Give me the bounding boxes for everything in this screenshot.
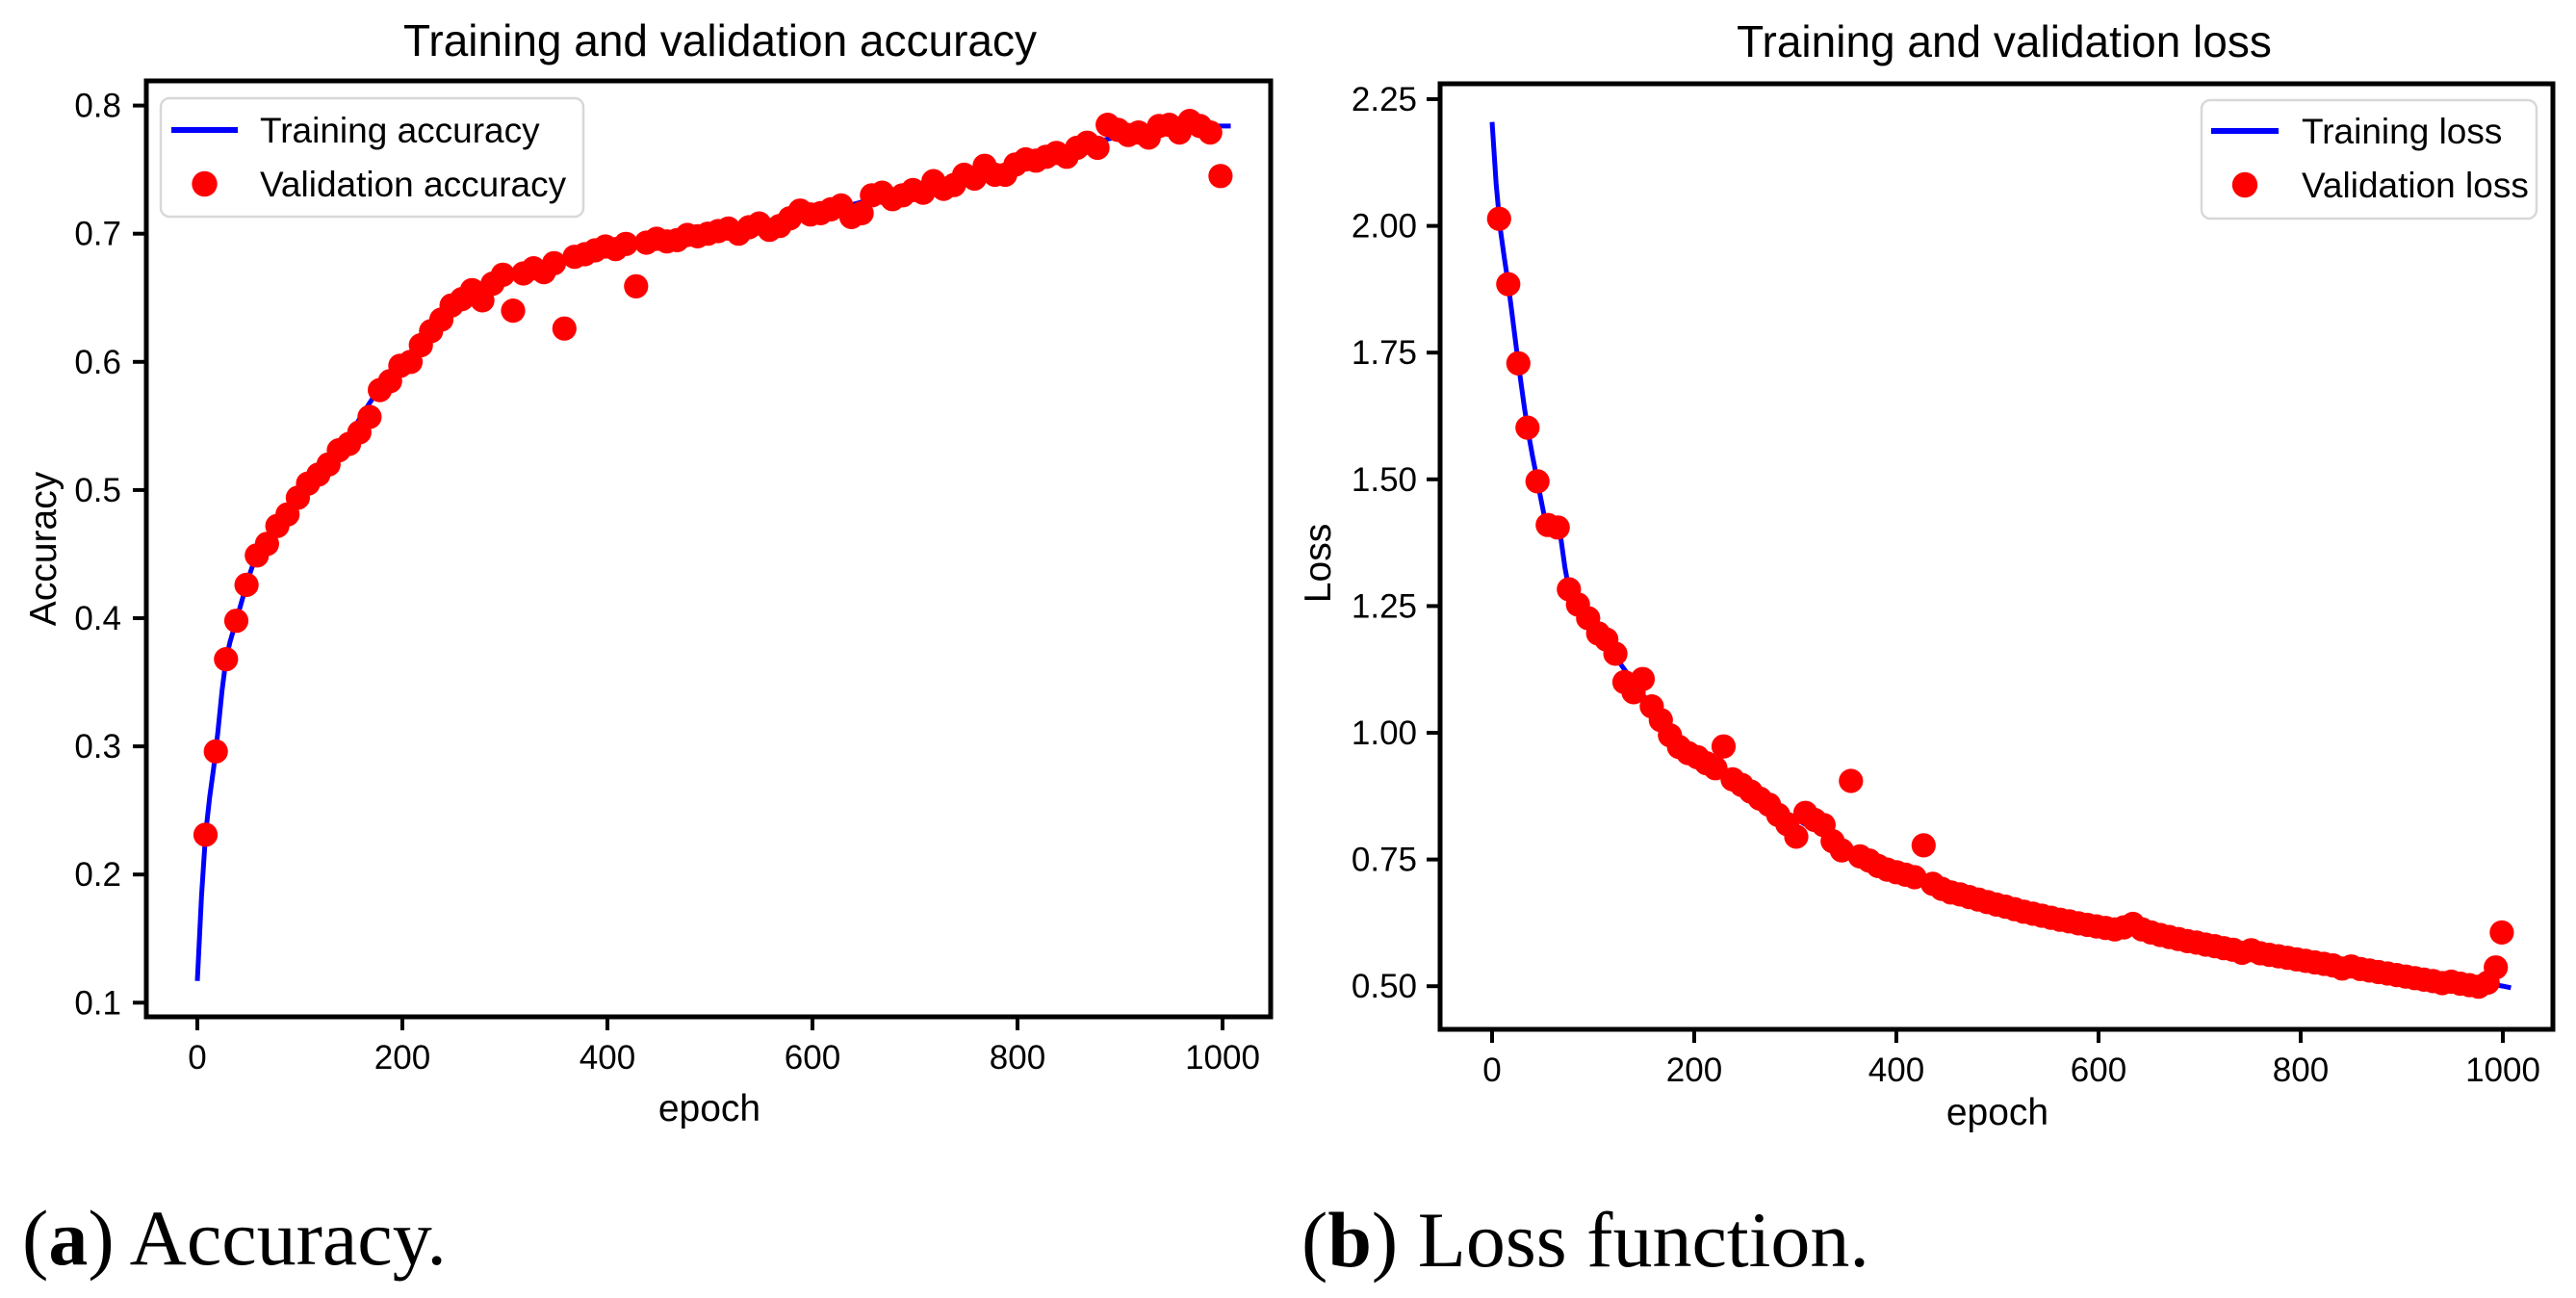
svg-text:0: 0 [188,1039,206,1077]
svg-text:0.4: 0.4 [74,600,121,637]
svg-text:Validation loss: Validation loss [2302,166,2529,205]
svg-text:0.2: 0.2 [74,856,121,894]
svg-text:Training and validation accura: Training and validation accuracy [403,15,1037,65]
svg-text:0.6: 0.6 [74,344,121,381]
svg-text:Loss: Loss [1298,524,1339,603]
svg-text:Training accuracy: Training accuracy [260,111,540,150]
svg-text:0.8: 0.8 [74,88,121,125]
svg-text:1.25: 1.25 [1352,587,1417,625]
svg-text:1.00: 1.00 [1352,714,1417,752]
svg-text:epoch: epoch [1946,1092,2048,1133]
svg-text:1.50: 1.50 [1352,461,1417,499]
svg-text:0: 0 [1482,1051,1501,1089]
svg-text:1000: 1000 [1185,1039,1260,1077]
svg-text:800: 800 [2273,1051,2329,1089]
svg-text:200: 200 [374,1039,430,1077]
svg-text:0.50: 0.50 [1352,968,1417,1005]
svg-text:400: 400 [1868,1051,1924,1089]
svg-text:0.7: 0.7 [74,216,121,253]
svg-text:600: 600 [785,1039,840,1077]
svg-text:0.3: 0.3 [74,728,121,766]
svg-text:epoch: epoch [658,1088,760,1129]
svg-text:400: 400 [580,1039,635,1077]
svg-text:600: 600 [2071,1051,2126,1089]
svg-text:0.75: 0.75 [1352,842,1417,879]
svg-text:2.00: 2.00 [1352,208,1417,246]
svg-text:Training loss: Training loss [2302,112,2502,151]
svg-text:0.1: 0.1 [74,984,121,1022]
svg-text:200: 200 [1666,1051,1722,1089]
svg-text:2.25: 2.25 [1352,81,1417,118]
svg-text:Accuracy: Accuracy [23,471,64,626]
svg-text:0.5: 0.5 [74,472,121,509]
svg-text:Validation accuracy: Validation accuracy [260,165,567,204]
svg-text:1.75: 1.75 [1352,334,1417,372]
svg-text:(b) Loss function.: (b) Loss function. [1301,1196,1869,1284]
svg-text:(a) Accuracy.: (a) Accuracy. [22,1194,447,1282]
svg-text:Training and validation loss: Training and validation loss [1737,16,2272,66]
svg-text:1000: 1000 [2465,1051,2540,1089]
svg-text:800: 800 [990,1039,1045,1077]
